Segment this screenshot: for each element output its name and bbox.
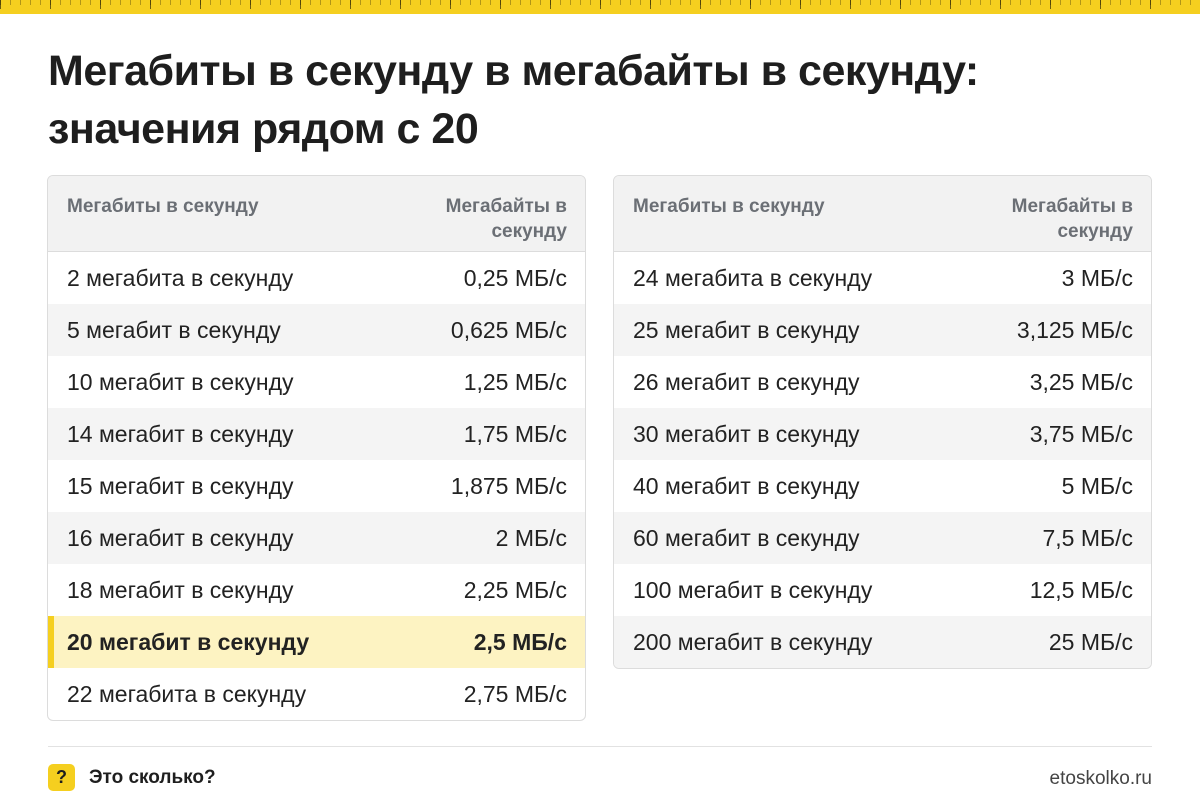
brand-name: Это сколько?	[89, 766, 216, 788]
row-mbyte-value: 2,5 МБ/с	[473, 628, 567, 655]
table-row: 5 мегабит в секунду 0,625 МБ/с	[48, 304, 585, 356]
header-mbit: Мегабиты в секунду	[633, 196, 825, 217]
table-row: 16 мегабит в секунду 2 МБ/с	[48, 512, 585, 564]
table-row: 24 мегабита в секунду 3 МБ/с	[614, 252, 1151, 304]
row-mbit-label: 20 мегабит в секунду	[67, 628, 310, 655]
row-mbit-label: 2 мегабита в секунду	[67, 264, 294, 291]
row-mbyte-value: 1,75 МБ/с	[463, 420, 567, 447]
header-mbyte: Мегабайты в секунду	[445, 196, 567, 242]
row-mbyte-value: 3 МБ/с	[1061, 264, 1133, 291]
row-mbyte-value: 2,75 МБ/с	[463, 680, 567, 707]
footer-divider	[48, 746, 1152, 747]
row-mbit-label: 24 мегабита в секунду	[633, 264, 873, 291]
table-row: 15 мегабит в секунду 1,875 МБ/с	[48, 460, 585, 512]
table-body-left: 2 мегабита в секунду 0,25 МБ/с 5 мегабит в…	[48, 252, 585, 720]
row-mbyte-value: 12,5 МБ/с	[1029, 576, 1133, 603]
row-mbit-label: 200 мегабит в секунду	[633, 628, 873, 655]
row-mbit-label: 26 мегабит в секунду	[633, 368, 860, 395]
row-mbyte-value: 1,25 МБ/с	[463, 368, 567, 395]
row-mbit-label: 40 мегабит в секунду	[633, 472, 860, 499]
table-row: 2 мегабита в секунду 0,25 МБ/с	[48, 252, 585, 304]
table-header: Мегабиты в секунду Мегабайты в секунду	[614, 176, 1151, 252]
footer-logo[interactable]: ? Это сколько?	[48, 764, 216, 791]
row-mbit-label: 100 мегабит в секунду	[633, 576, 873, 603]
row-mbit-label: 14 мегабит в секунду	[67, 420, 294, 447]
row-mbyte-value: 3,125 МБ/с	[1016, 316, 1133, 343]
table-row: 200 мегабит в секунду 25 МБ/с	[614, 616, 1151, 668]
row-mbit-label: 16 мегабит в секунду	[67, 524, 294, 551]
question-mark-icon: ?	[48, 764, 75, 791]
conversion-table-right: Мегабиты в секунду Мегабайты в секунду 2…	[613, 175, 1152, 669]
row-mbyte-value: 5 МБ/с	[1061, 472, 1133, 499]
table-row: 26 мегабит в секунду 3,25 МБ/с	[614, 356, 1151, 408]
row-mbyte-value: 2,25 МБ/с	[463, 576, 567, 603]
row-mbyte-value: 1,875 МБ/с	[450, 472, 567, 499]
row-mbit-label: 10 мегабит в секунду	[67, 368, 294, 395]
row-mbit-label: 30 мегабит в секунду	[633, 420, 860, 447]
row-mbyte-value: 0,625 МБ/с	[450, 316, 567, 343]
row-mbyte-value: 3,25 МБ/с	[1029, 368, 1133, 395]
table-header: Мегабиты в секунду Мегабайты в секунду	[48, 176, 585, 252]
page-title: Мегабиты в секунду в мегабайты в секунду…	[48, 47, 979, 153]
row-mbit-label: 60 мегабит в секунду	[633, 524, 860, 551]
row-mbyte-value: 7,5 МБ/с	[1042, 524, 1133, 551]
table-body-right: 24 мегабита в секунду 3 МБ/с 25 мегабит в …	[614, 252, 1151, 668]
table-row: 40 мегабит в секунду 5 МБ/с	[614, 460, 1151, 512]
row-mbyte-value: 0,25 МБ/с	[463, 264, 567, 291]
row-mbit-label: 18 мегабит в секунду	[67, 576, 294, 603]
table-row: 60 мегабит в секунду 7,5 МБ/с	[614, 512, 1151, 564]
row-mbyte-value: 3,75 МБ/с	[1029, 420, 1133, 447]
table-row: 22 мегабита в секунду 2,75 МБ/с	[48, 668, 585, 720]
conversion-table-left: Мегабиты в секунду Мегабайты в секунду 2…	[47, 175, 586, 721]
ruler-strip	[0, 0, 1200, 14]
header-mbit: Мегабиты в секунду	[67, 196, 259, 217]
site-link[interactable]: etoskolko.ru	[1049, 768, 1152, 789]
row-mbyte-value: 25 МБ/с	[1048, 628, 1133, 655]
row-mbit-label: 25 мегабит в секунду	[633, 316, 860, 343]
table-row: 30 мегабит в секунду 3,75 МБ/с	[614, 408, 1151, 460]
table-row: 20 мегабит в секунду 2,5 МБ/с	[48, 616, 585, 668]
row-mbit-label: 15 мегабит в секунду	[67, 472, 294, 499]
row-mbit-label: 22 мегабита в секунду	[67, 680, 307, 707]
table-row: 25 мегабит в секунду 3,125 МБ/с	[614, 304, 1151, 356]
header-mbyte: Мегабайты в секунду	[1011, 196, 1133, 242]
table-row: 18 мегабит в секунду 2,25 МБ/с	[48, 564, 585, 616]
row-mbyte-value: 2 МБ/с	[495, 524, 567, 551]
table-row: 14 мегабит в секунду 1,75 МБ/с	[48, 408, 585, 460]
row-mbit-label: 5 мегабит в секунду	[67, 316, 281, 343]
table-row: 100 мегабит в секунду 12,5 МБ/с	[614, 564, 1151, 616]
table-row: 10 мегабит в секунду 1,25 МБ/с	[48, 356, 585, 408]
